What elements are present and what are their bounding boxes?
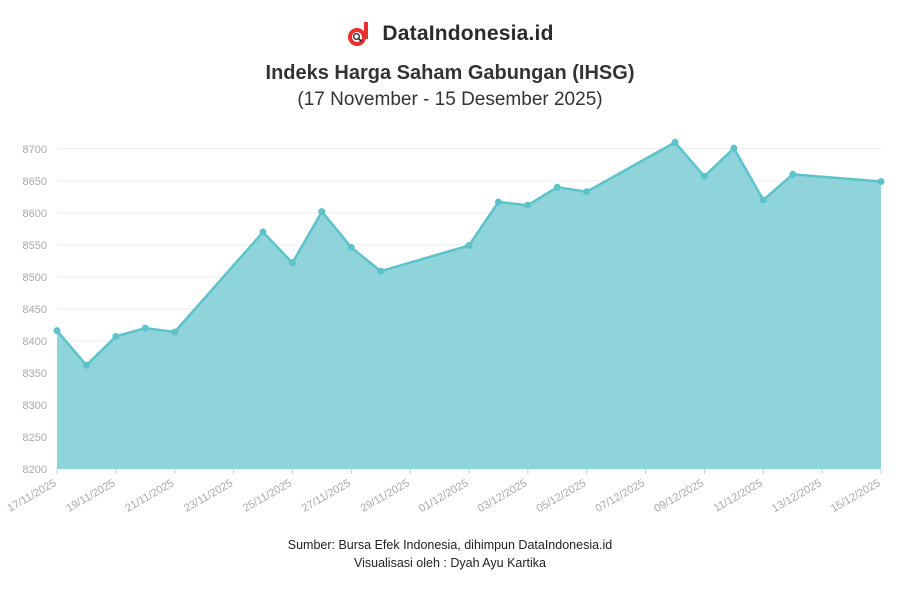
data-point — [171, 328, 179, 336]
x-tick-label: 21/11/2025 — [123, 477, 176, 515]
y-tick-label: 8350 — [23, 368, 47, 380]
x-tick-label: 01/12/2025 — [417, 477, 471, 515]
data-point — [759, 196, 767, 204]
data-point — [141, 324, 149, 332]
data-point — [700, 172, 708, 180]
y-axis: 8200 8250 8300 8350 8400 8450 8500 8550 8600 8650… — [23, 144, 47, 476]
data-point — [377, 267, 385, 275]
y-tick-label: 8450 — [23, 304, 47, 316]
data-point — [288, 259, 296, 267]
x-tick-label: 07/12/2025 — [593, 477, 647, 515]
y-tick-label: 8400 — [23, 336, 47, 348]
data-point — [730, 144, 738, 152]
data-point — [82, 361, 90, 369]
y-tick-label: 8200 — [23, 464, 47, 476]
data-point — [465, 242, 473, 250]
x-tick-label: 09/12/2025 — [652, 477, 706, 515]
data-point — [524, 201, 532, 209]
y-tick-label: 8300 — [23, 400, 47, 412]
area-layer — [56, 141, 882, 469]
area-fill — [57, 142, 881, 469]
x-tick-label: 23/11/2025 — [182, 477, 235, 515]
x-tick-label: 29/11/2025 — [359, 477, 412, 515]
chart-title: Indeks Harga Saham Gabungan (IHSG) — [265, 62, 635, 84]
chart-subtitle: (17 November - 15 Desember 2025) — [297, 89, 603, 110]
y-tick-label: 8250 — [23, 432, 47, 444]
magnifier-d-logo-icon — [348, 22, 369, 46]
y-tick-label: 8550 — [23, 240, 47, 252]
data-point — [318, 208, 326, 216]
x-tick-label: 05/12/2025 — [535, 477, 589, 515]
y-tick-label: 8600 — [23, 208, 47, 220]
brand-header: DataIndonesia.id — [0, 20, 900, 48]
x-tick-label: 25/11/2025 — [241, 477, 294, 515]
data-point — [259, 228, 267, 236]
data-point — [112, 332, 120, 340]
data-point — [671, 138, 679, 146]
x-tick-label: 03/12/2025 — [476, 477, 530, 515]
x-tick-label: 27/11/2025 — [300, 477, 353, 515]
source-note: Sumber: Bursa Efek Indonesia, dihimpun D… — [287, 538, 613, 552]
data-point — [347, 243, 355, 251]
x-tick-label: 19/11/2025 — [64, 477, 117, 515]
brand-name: DataIndonesia.id — [382, 22, 554, 45]
data-point — [877, 177, 885, 185]
x-tick-label: 11/12/2025 — [712, 477, 765, 515]
x-tick-label: 15/12/2025 — [829, 477, 883, 515]
data-point — [53, 327, 61, 335]
y-tick-label: 8500 — [23, 272, 47, 284]
data-point — [789, 170, 797, 178]
y-tick-label: 8650 — [23, 176, 47, 188]
points-layer — [53, 138, 885, 369]
data-point — [553, 183, 561, 191]
x-tick-label: 17/11/2025 — [6, 477, 59, 515]
visualization-credit: Visualisasi oleh : Dyah Ayu Kartika — [353, 556, 546, 570]
data-point — [583, 188, 591, 196]
y-tick-label: 8700 — [23, 144, 47, 156]
x-axis: 17/11/2025 19/11/2025 21/11/2025 23/11/2025… — [6, 469, 883, 515]
data-point — [494, 198, 502, 206]
x-tick-label: 13/12/2025 — [770, 477, 824, 515]
